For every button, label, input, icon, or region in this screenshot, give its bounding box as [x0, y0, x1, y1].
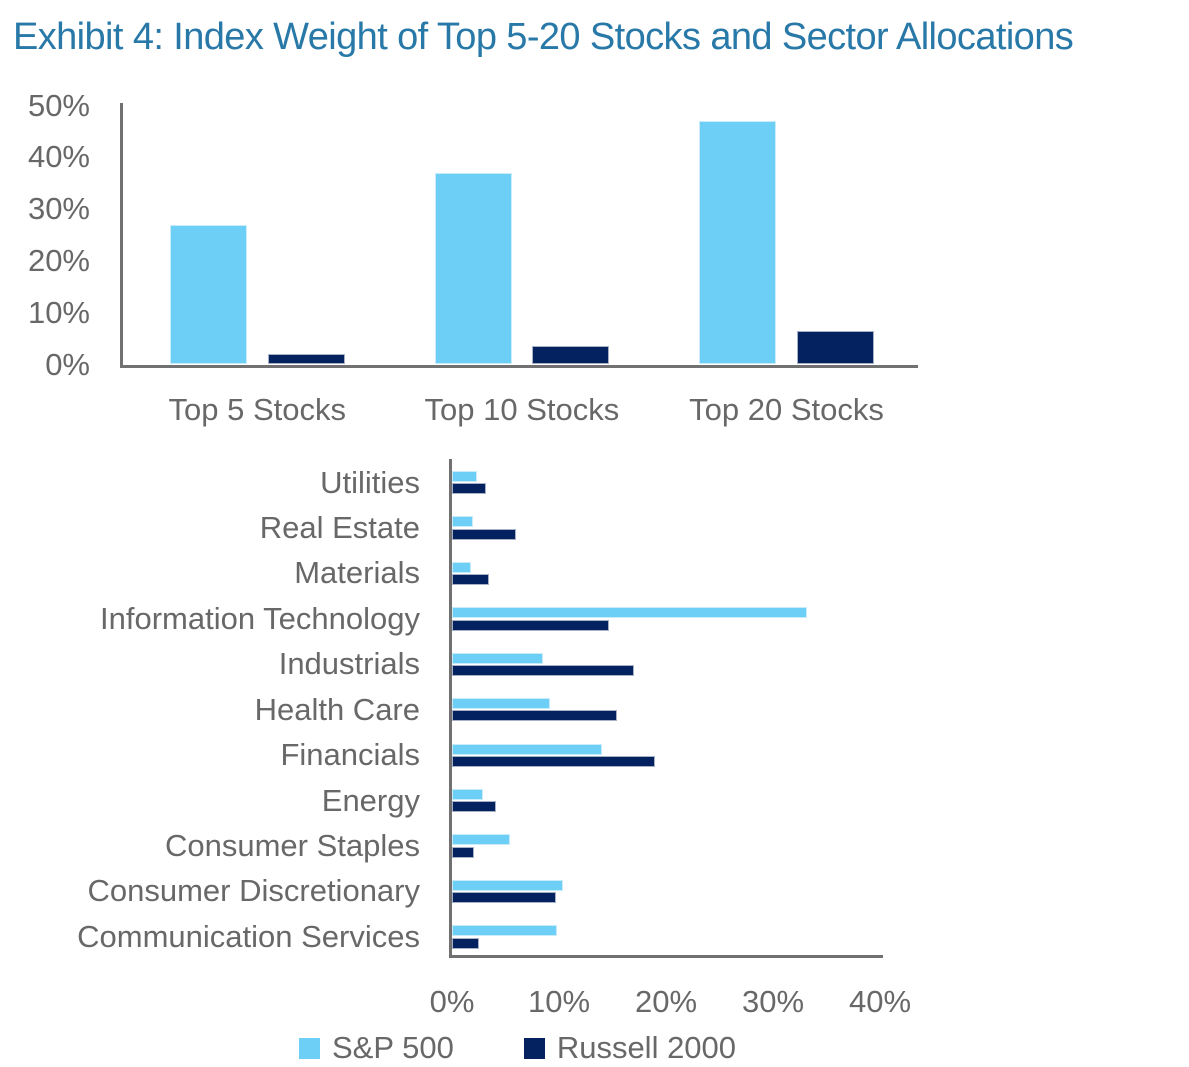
x-tick-label-30: 30%: [741, 984, 805, 1019]
legend-item-russell2000: Russell 2000: [523, 1030, 737, 1065]
bar-russell-2000-top-10-stocks: [532, 346, 610, 365]
russell2000-swatch-icon: [523, 1037, 545, 1059]
bar-s-p-500-top-5-stocks: [170, 224, 247, 365]
category-label-top-5-stocks: Top 5 Stocks: [168, 392, 347, 427]
chart-title: Exhibit 4: Index Weight of Top 5-20 Stoc…: [13, 16, 1074, 58]
x-tick-label-20: 20%: [634, 984, 698, 1019]
sector-label-utilities: Utilities: [320, 464, 420, 500]
bar-russell-2000-health-care: [452, 710, 617, 722]
sector-label-health-care: Health Care: [254, 691, 420, 727]
bar-russell-2000-top-5-stocks: [267, 354, 345, 365]
legend-label-sp500: S&P 500: [332, 1030, 454, 1065]
bar-russell-2000-energy: [452, 801, 496, 813]
bar-russell-2000-information-technology: [452, 619, 610, 631]
bar-russell-2000-industrials: [452, 665, 634, 677]
bar-russell-2000-communication-services: [452, 937, 479, 949]
sector-label-consumer-discretionary: Consumer Discretionary: [87, 873, 421, 909]
legend-label-russell2000: Russell 2000: [556, 1030, 737, 1065]
bar-russell-2000-utilities: [452, 483, 487, 495]
y-tick-label-40: 40%: [27, 139, 90, 175]
sector-label-information-technology: Information Technology: [100, 600, 420, 636]
bar-s-p-500-top-20-stocks: [699, 121, 777, 365]
bar-s-p-500-consumer-discretionary: [452, 879, 564, 891]
bar-russell-2000-consumer-staples: [452, 846, 475, 858]
bar-russell-2000-real-estate: [452, 528, 517, 540]
y-tick-label-0: 0%: [45, 346, 90, 382]
category-label-top-20-stocks: Top 20 Stocks: [689, 392, 884, 427]
x-tick-label-0: 0%: [429, 984, 475, 1019]
bar-s-p-500-financials: [452, 743, 602, 755]
x-tick-label-10: 10%: [527, 984, 591, 1019]
bar-russell-2000-top-20-stocks: [796, 330, 874, 365]
y-tick-label-20: 20%: [27, 242, 90, 278]
bar-s-p-500-energy: [452, 789, 484, 800]
x-axis-line: [448, 955, 883, 958]
bar-russell-2000-materials: [452, 574, 490, 586]
bar-s-p-500-top-10-stocks: [434, 172, 512, 365]
sector-label-communication-services: Communication Services: [77, 918, 420, 954]
y-axis-line: [448, 459, 452, 958]
bar-s-p-500-health-care: [452, 698, 551, 710]
bar-s-p-500-utilities: [452, 471, 477, 482]
sector-label-financials: Financials: [280, 737, 420, 773]
x-axis-line: [120, 364, 918, 368]
y-tick-label-30: 30%: [27, 191, 90, 227]
sector-label-real-estate: Real Estate: [259, 509, 420, 545]
sp500-swatch-icon: [299, 1037, 320, 1059]
sector-label-industrials: Industrials: [278, 646, 420, 682]
bar-s-p-500-real-estate: [452, 516, 474, 528]
sector-label-consumer-staples: Consumer Staples: [164, 827, 420, 863]
bar-russell-2000-consumer-discretionary: [452, 892, 556, 904]
bar-s-p-500-communication-services: [452, 925, 557, 937]
y-axis-line: [120, 103, 123, 368]
chart-legend: S&P 500 Russell 2000: [299, 1031, 736, 1065]
x-tick-label-40: 40%: [848, 984, 912, 1019]
bar-s-p-500-consumer-staples: [452, 834, 510, 846]
bar-russell-2000-financials: [452, 755, 656, 767]
bar-s-p-500-information-technology: [452, 607, 808, 619]
y-tick-label-10: 10%: [27, 294, 90, 330]
bar-s-p-500-materials: [452, 561, 472, 573]
bar-s-p-500-industrials: [452, 652, 543, 664]
category-label-top-10-stocks: Top 10 Stocks: [424, 392, 620, 427]
sector-label-materials: Materials: [294, 555, 420, 591]
legend-item-sp500: S&P 500: [299, 1031, 454, 1065]
y-tick-label-50: 50%: [27, 87, 90, 123]
sector-label-energy: Energy: [321, 782, 420, 818]
